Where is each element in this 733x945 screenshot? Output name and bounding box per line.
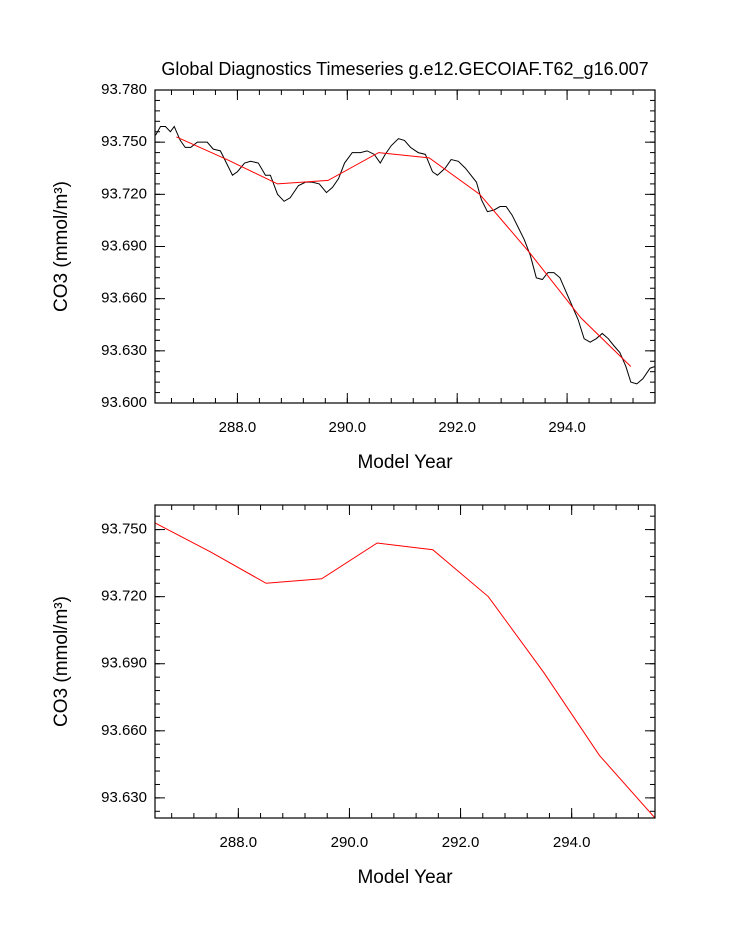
y-tick-label: 93.660 <box>101 290 147 307</box>
chart-panel: Global Diagnostics Timeseries g.e12.GECO… <box>51 59 656 473</box>
x-tick-label: 288.0 <box>220 834 258 851</box>
x-tick-label: 294.0 <box>553 834 591 851</box>
plot-frame <box>154 504 656 819</box>
series-line <box>155 125 655 385</box>
x-tick-label: 294.0 <box>548 419 586 436</box>
y-tick-label: 93.660 <box>101 722 147 739</box>
x-tick-label: 290.0 <box>329 419 367 436</box>
y-tick-label: 93.630 <box>101 342 147 359</box>
y-tick-label: 93.750 <box>101 133 147 150</box>
y-tick-label: 93.690 <box>101 655 147 672</box>
x-tick-label: 292.0 <box>438 419 476 436</box>
y-axis-label: CO3 (mmol/m³) <box>51 596 72 727</box>
y-tick-label: 93.780 <box>101 81 147 98</box>
x-axis-label: Model Year <box>357 867 453 888</box>
x-tick-label: 288.0 <box>219 419 257 436</box>
x-tick-label: 290.0 <box>331 834 369 851</box>
plot-frame <box>154 89 656 404</box>
chart-panel: Model Year CO3 (mmol/m³) 288.0 290.0 292.0 29… <box>51 504 656 888</box>
x-axis-label: Model Year <box>357 452 453 473</box>
series-line <box>176 136 632 367</box>
y-tick-label: 93.600 <box>101 394 147 411</box>
y-tick-label: 93.720 <box>101 185 147 202</box>
series-line <box>155 522 655 818</box>
x-tick-label: 292.0 <box>442 834 480 851</box>
chart-title: Global Diagnostics Timeseries g.e12.GECO… <box>161 59 648 80</box>
y-tick-label: 93.750 <box>101 521 147 538</box>
y-tick-label: 93.720 <box>101 588 147 605</box>
y-tick-label: 93.690 <box>101 237 147 254</box>
y-tick-label: 93.630 <box>101 789 147 806</box>
y-axis-label: CO3 (mmol/m³) <box>51 181 72 312</box>
